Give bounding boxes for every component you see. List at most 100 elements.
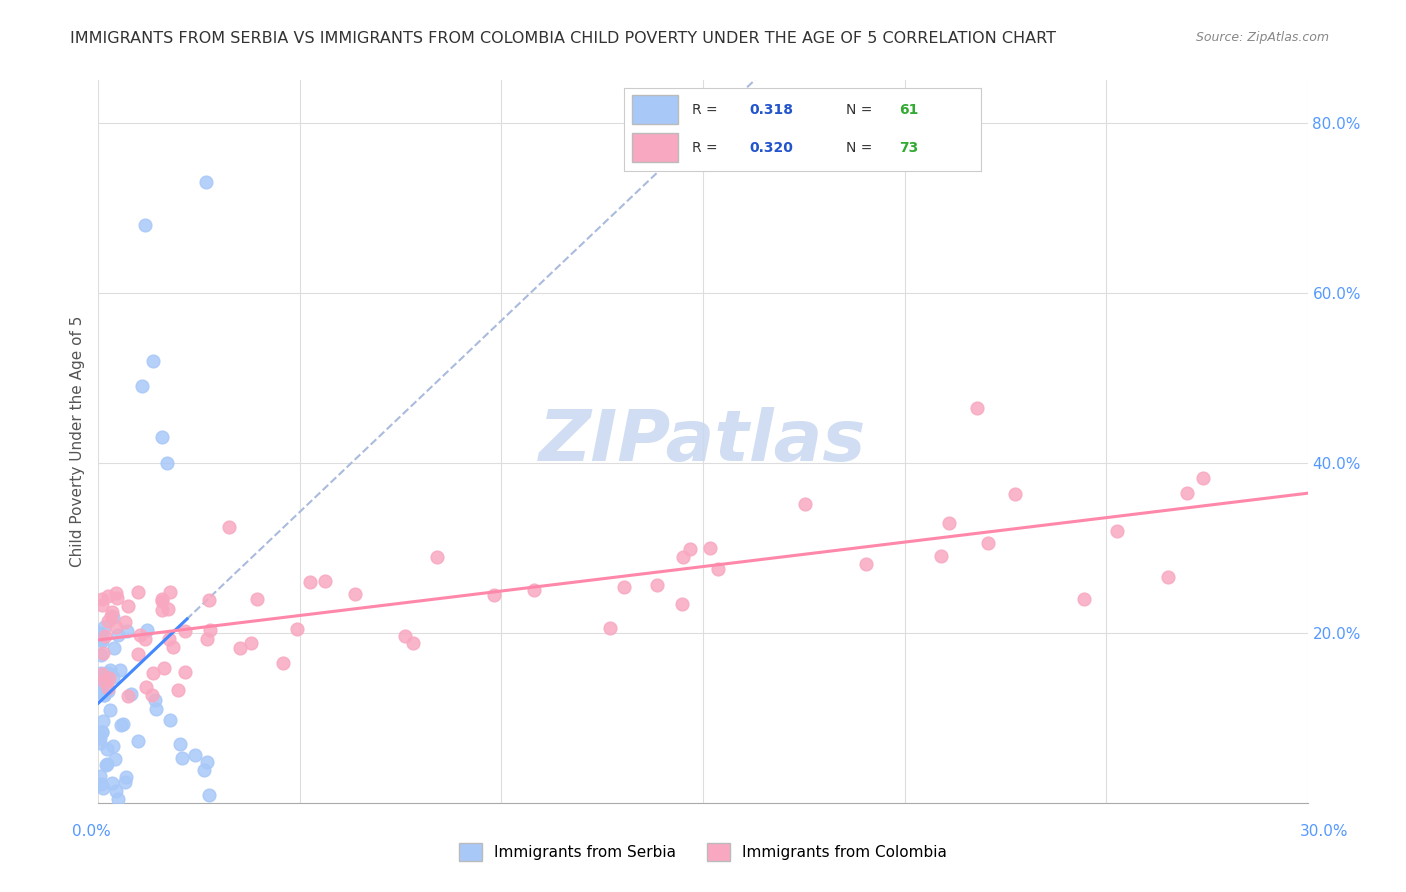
Point <box>174 665 197 679</box>
Point <box>114 615 136 629</box>
Point <box>966 401 988 415</box>
Point <box>90 724 112 739</box>
Point <box>143 693 166 707</box>
Text: ZIPatlas: ZIPatlas <box>540 407 866 476</box>
Point <box>679 541 702 556</box>
Point <box>100 663 122 677</box>
Point <box>89 677 111 691</box>
Point <box>246 592 269 607</box>
Point <box>90 681 112 696</box>
Point <box>142 353 165 368</box>
Point <box>976 536 998 550</box>
Point <box>93 689 115 703</box>
Point <box>599 621 621 635</box>
Point <box>127 647 149 661</box>
Point <box>671 597 693 611</box>
Point <box>1177 486 1199 500</box>
Point <box>89 735 111 749</box>
Point <box>94 757 117 772</box>
Point <box>136 624 159 638</box>
Point <box>166 682 188 697</box>
Text: IMMIGRANTS FROM SERBIA VS IMMIGRANTS FROM COLOMBIA CHILD POVERTY UNDER THE AGE O: IMMIGRANTS FROM SERBIA VS IMMIGRANTS FRO… <box>70 31 1056 46</box>
Point <box>672 549 695 564</box>
Point <box>173 624 195 638</box>
Legend: Immigrants from Serbia, Immigrants from Colombia: Immigrants from Serbia, Immigrants from … <box>453 837 953 867</box>
Point <box>193 764 215 778</box>
Point <box>108 664 131 678</box>
Point <box>97 589 120 603</box>
Point <box>343 587 366 601</box>
Point <box>159 584 181 599</box>
Point <box>96 684 118 698</box>
Point <box>101 605 124 619</box>
Point <box>105 784 128 798</box>
Point <box>198 788 221 802</box>
Point <box>706 561 728 575</box>
Point <box>482 588 505 602</box>
Point <box>98 703 121 717</box>
Point <box>115 770 138 784</box>
Point <box>172 751 194 765</box>
Point <box>613 580 636 594</box>
Point <box>150 594 173 608</box>
Text: 0.0%: 0.0% <box>72 824 111 838</box>
Point <box>90 632 112 646</box>
Point <box>100 609 122 624</box>
Point <box>314 574 336 589</box>
Point <box>94 667 117 681</box>
Point <box>91 598 114 612</box>
Point <box>115 624 138 639</box>
Point <box>89 731 111 745</box>
Point <box>938 516 960 530</box>
Point <box>145 701 167 715</box>
Point <box>112 716 135 731</box>
Point <box>101 739 124 753</box>
Point <box>90 628 112 642</box>
Point <box>128 627 150 641</box>
Point <box>93 620 115 634</box>
Point <box>197 593 219 607</box>
Point <box>523 582 546 597</box>
Point <box>184 748 207 763</box>
Point <box>90 648 112 662</box>
Point <box>1157 570 1180 584</box>
Point <box>229 640 252 655</box>
Point <box>1107 524 1129 539</box>
Point <box>156 602 179 616</box>
Point <box>699 541 721 555</box>
Point <box>135 680 157 694</box>
Point <box>194 175 217 189</box>
Point <box>131 379 153 393</box>
Point <box>97 666 120 681</box>
Point <box>298 575 321 590</box>
Point <box>105 620 128 634</box>
Point <box>98 671 121 685</box>
Point <box>271 656 294 670</box>
Point <box>107 792 129 806</box>
Point <box>157 632 180 647</box>
Point <box>150 591 173 606</box>
Point <box>159 713 181 727</box>
Point <box>150 430 173 444</box>
Point <box>91 666 114 681</box>
Point <box>1004 487 1026 501</box>
Point <box>198 624 221 638</box>
Point <box>103 640 125 655</box>
Point <box>117 599 139 614</box>
Point <box>107 628 129 642</box>
Point <box>162 640 184 654</box>
Point <box>114 775 136 789</box>
Point <box>156 456 179 470</box>
Point <box>101 776 124 790</box>
Point <box>239 635 262 649</box>
Point <box>96 757 118 772</box>
Point <box>89 625 111 640</box>
Point <box>794 497 817 511</box>
Point <box>195 755 218 769</box>
Point <box>97 681 120 695</box>
Point <box>127 734 149 748</box>
Point <box>104 586 127 600</box>
Text: 30.0%: 30.0% <box>1301 824 1348 838</box>
Point <box>169 737 191 751</box>
Point <box>90 777 112 791</box>
